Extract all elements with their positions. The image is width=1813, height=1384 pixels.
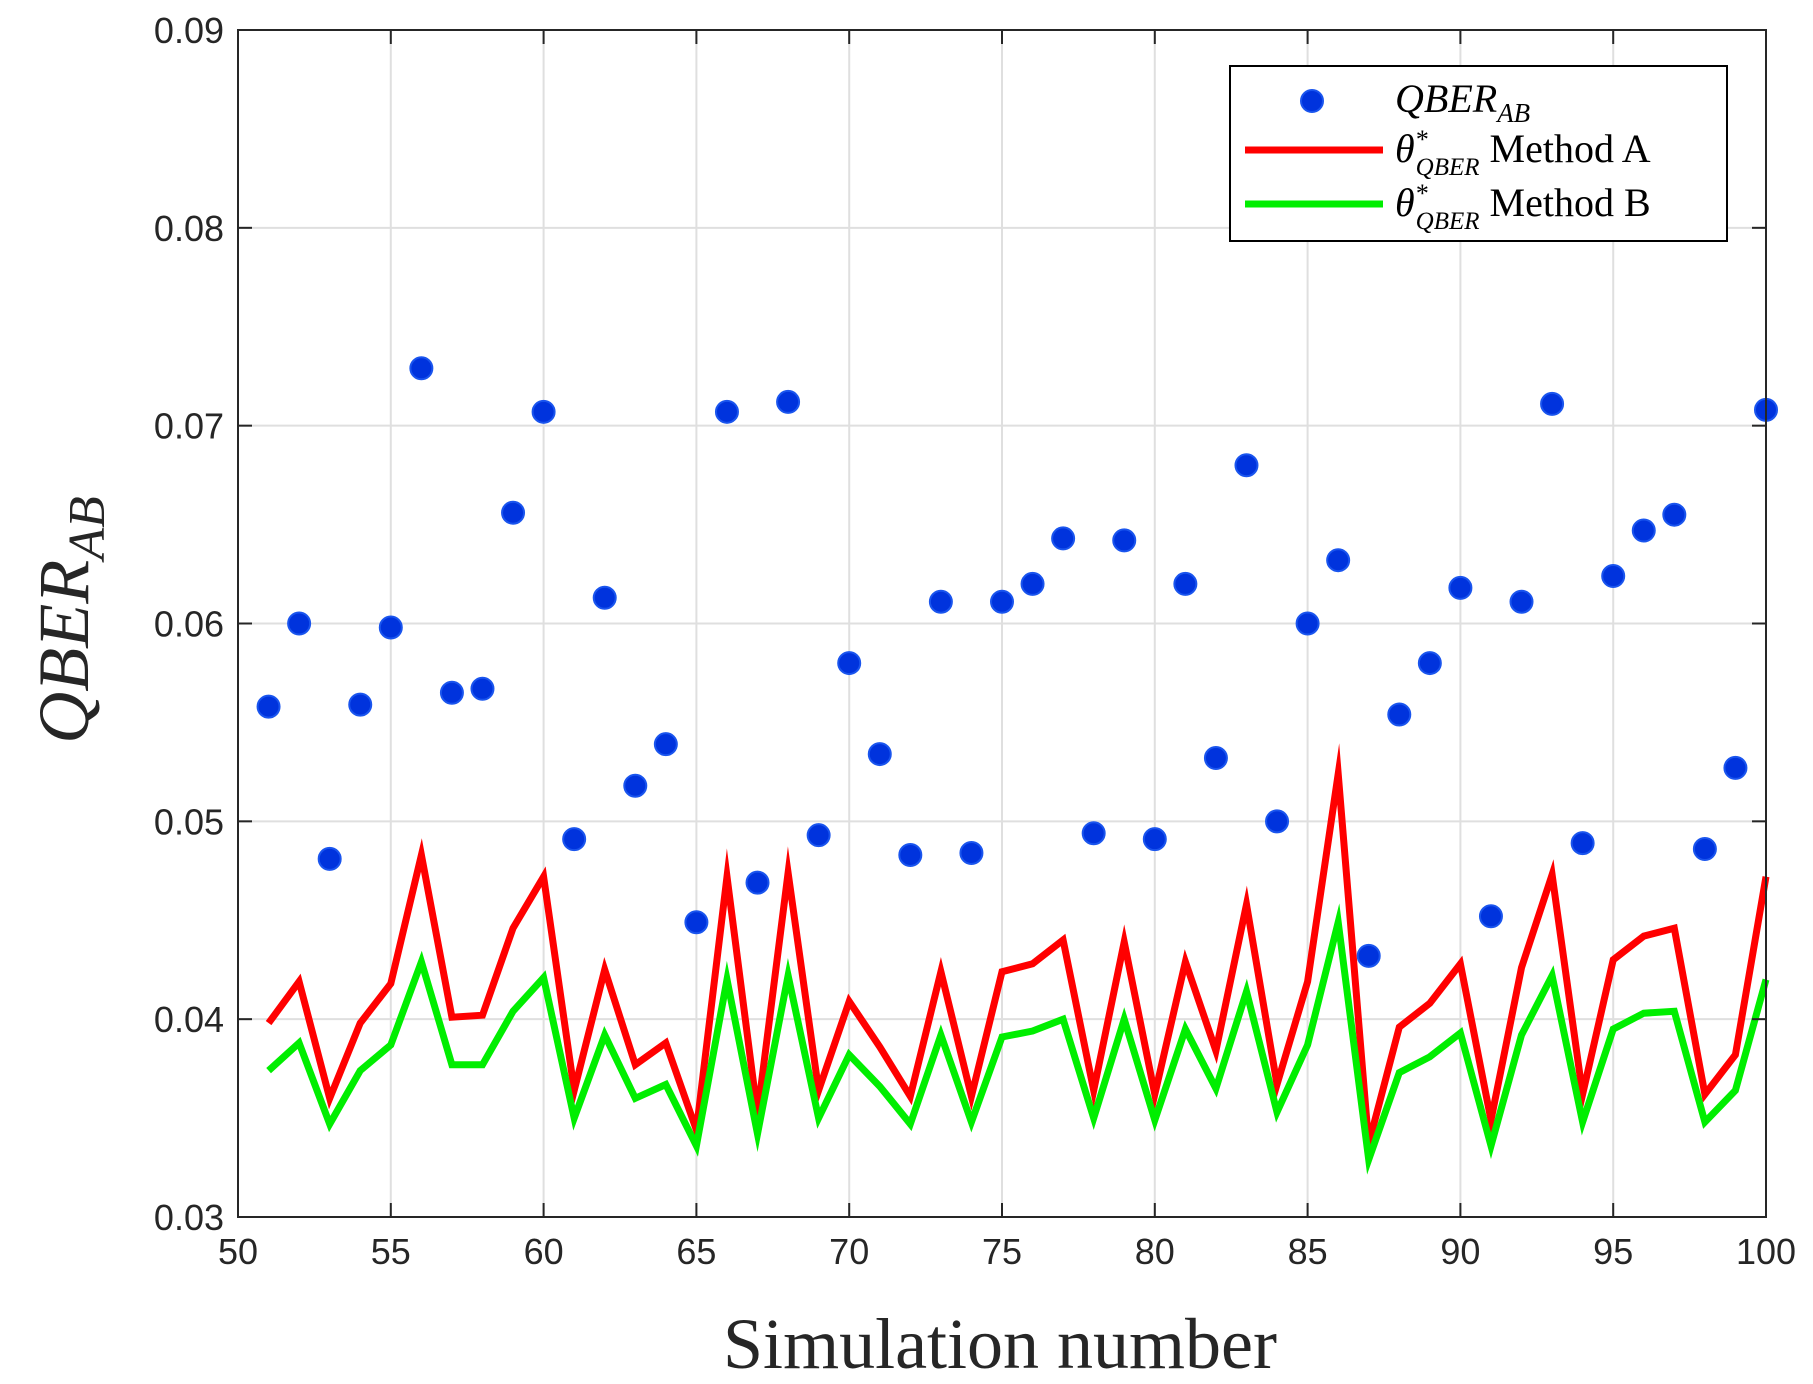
qber-point <box>837 651 862 676</box>
legend-label-method-b: θ* QBER Method B <box>1395 179 1651 235</box>
legend-label-qber: QBERAB <box>1395 76 1530 128</box>
qber-point <box>1570 831 1595 856</box>
legend-marker-qber <box>1300 89 1324 113</box>
y-tick-label: 0.09 <box>154 10 224 51</box>
x-tick-labels: 50 55 60 65 70 75 80 85 90 95 100 <box>218 1231 1796 1272</box>
qber-point <box>592 585 617 610</box>
series-points <box>256 356 1778 968</box>
x-tick-label: 50 <box>218 1231 258 1272</box>
qber-point <box>714 399 739 424</box>
legend-label-method-b-sup: * <box>1415 179 1428 208</box>
qber-point <box>409 356 434 381</box>
x-tick-label: 55 <box>371 1231 411 1272</box>
y-axis-title: QBERAB <box>24 496 116 743</box>
legend-label-method-b-theta: θ <box>1395 180 1415 225</box>
method-a-line <box>265 743 1770 1165</box>
qber-point <box>348 692 373 717</box>
qber-point <box>1448 575 1473 600</box>
qber-point <box>1631 518 1656 543</box>
qber-point <box>439 680 464 705</box>
qber-point <box>1478 904 1503 929</box>
legend-label-method-a-sub: QBER <box>1416 154 1480 181</box>
x-tick-label: 80 <box>1135 1231 1175 1272</box>
qber-point <box>959 840 984 865</box>
y-tick-label: 0.06 <box>154 604 224 645</box>
x-axis-title: Simulation number <box>723 1304 1277 1384</box>
qber-point <box>653 732 678 757</box>
x-tick-label: 85 <box>1288 1231 1328 1272</box>
y-tick-label: 0.04 <box>154 999 224 1040</box>
legend-label-method-a-theta: θ <box>1395 126 1415 171</box>
qber-point <box>1692 837 1717 862</box>
series-lines <box>265 743 1770 1175</box>
method-b-line <box>266 903 1770 1175</box>
y-tick-label: 0.05 <box>154 801 224 842</box>
qber-point <box>1540 391 1565 416</box>
qber-point <box>1142 827 1167 852</box>
legend-label-method-b-suffix: Method B <box>1490 180 1651 225</box>
qber-point <box>1387 702 1412 727</box>
qber-point <box>531 399 556 424</box>
qber-point <box>378 615 403 640</box>
qber-point <box>1417 651 1442 676</box>
qber-point <box>501 500 526 525</box>
qber-point <box>928 589 953 614</box>
qber-point <box>1509 589 1534 614</box>
qber-point <box>684 910 709 935</box>
qber-point <box>562 827 587 852</box>
legend-label-qber-sub: AB <box>1495 98 1530 128</box>
qber-point <box>1081 821 1106 846</box>
qber-point <box>1173 571 1198 596</box>
qber-point <box>745 870 770 895</box>
qber-point <box>256 694 281 719</box>
legend-label-method-b-sub: QBER <box>1416 208 1480 235</box>
qber-point <box>1295 611 1320 636</box>
x-tick-label: 90 <box>1440 1231 1480 1272</box>
legend-label-qber-main: QBER <box>1395 76 1497 121</box>
qber-point <box>287 611 312 636</box>
qber-point <box>898 842 923 867</box>
y-axis-title-subscript: AB <box>59 496 116 563</box>
x-tick-label: 60 <box>524 1231 564 1272</box>
axis-ticks <box>237 29 1767 1218</box>
qber-point <box>470 676 495 701</box>
x-tick-label: 70 <box>829 1231 869 1272</box>
y-tick-label: 0.08 <box>154 208 224 249</box>
x-tick-label: 75 <box>982 1231 1022 1272</box>
qber-point <box>1265 809 1290 834</box>
y-tick-label: 0.03 <box>154 1197 224 1238</box>
qber-point <box>1356 943 1381 968</box>
qber-point <box>317 846 342 871</box>
x-tick-label: 100 <box>1736 1231 1796 1272</box>
qber-point <box>1234 453 1259 478</box>
legend: QBERAB θ* QBER Method A θ* QBER Method B <box>1229 65 1728 242</box>
legend-label-method-a: θ* QBER Method A <box>1395 125 1651 181</box>
y-tick-labels: 0.03 0.04 0.05 0.06 0.07 0.08 0.09 <box>154 10 224 1238</box>
qber-point <box>1203 746 1228 771</box>
qber-point <box>623 773 648 798</box>
x-tick-label: 65 <box>676 1231 716 1272</box>
y-axis-title-main: QBER <box>24 560 104 744</box>
qber-point <box>806 823 831 848</box>
qber-point <box>776 389 801 414</box>
qber-point <box>1601 564 1626 589</box>
y-tick-label: 0.07 <box>154 406 224 447</box>
qber-point <box>1051 526 1076 551</box>
qber-point <box>1020 571 1045 596</box>
qber-point <box>1723 755 1748 780</box>
qber-point <box>1326 548 1351 573</box>
legend-label-method-a-sup: * <box>1415 125 1428 154</box>
legend-label-method-a-suffix: Method A <box>1490 126 1651 171</box>
qber-point <box>867 742 892 767</box>
qber-point <box>1112 528 1137 553</box>
qber-point <box>990 589 1014 614</box>
qber-point <box>1662 502 1687 527</box>
x-tick-label: 95 <box>1593 1231 1633 1272</box>
